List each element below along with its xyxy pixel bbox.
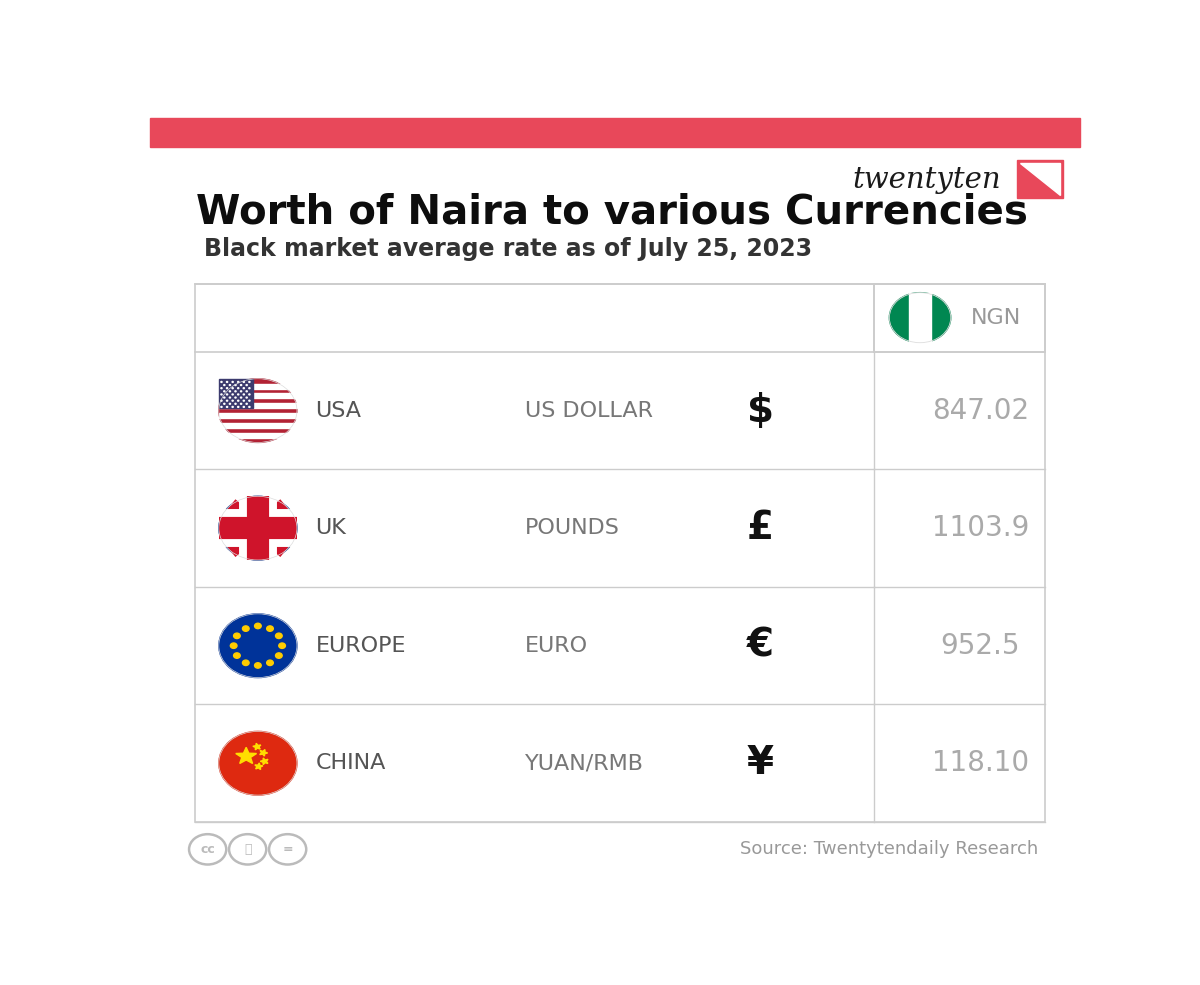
Circle shape xyxy=(218,496,296,560)
Circle shape xyxy=(242,660,250,666)
Polygon shape xyxy=(254,763,263,769)
Text: POUNDS: POUNDS xyxy=(524,518,619,538)
Circle shape xyxy=(230,643,236,648)
Circle shape xyxy=(218,378,296,442)
Text: EURO: EURO xyxy=(524,635,588,656)
Bar xyxy=(910,293,931,343)
Circle shape xyxy=(278,643,286,648)
Bar xyxy=(1016,160,1063,198)
Bar xyxy=(218,432,296,437)
Text: =: = xyxy=(282,843,293,856)
Text: Source: Twentytendaily Research: Source: Twentytendaily Research xyxy=(740,840,1038,858)
Bar xyxy=(218,423,296,427)
Text: NGN: NGN xyxy=(971,307,1021,328)
Text: EUROPE: EUROPE xyxy=(316,635,406,656)
Circle shape xyxy=(276,653,282,658)
Text: cc: cc xyxy=(200,843,215,856)
Bar xyxy=(874,284,1045,352)
Polygon shape xyxy=(260,758,268,764)
Text: Worth of Naira to various Currencies: Worth of Naira to various Currencies xyxy=(197,192,1028,232)
Text: CHINA: CHINA xyxy=(316,754,386,773)
Text: Black market average rate as of July 25, 2023: Black market average rate as of July 25,… xyxy=(204,236,812,261)
Polygon shape xyxy=(253,744,260,750)
Text: USA: USA xyxy=(316,401,361,421)
Bar xyxy=(218,379,253,408)
Polygon shape xyxy=(235,748,257,763)
Bar xyxy=(218,393,296,398)
Text: ⓘ: ⓘ xyxy=(244,843,252,856)
Text: 1103.9: 1103.9 xyxy=(932,514,1030,542)
Text: US DOLLAR: US DOLLAR xyxy=(524,401,653,421)
Circle shape xyxy=(889,293,950,343)
Polygon shape xyxy=(259,750,268,756)
Circle shape xyxy=(234,633,240,638)
Bar xyxy=(218,413,296,418)
Text: €: € xyxy=(746,626,774,665)
Bar xyxy=(150,118,1080,147)
Text: ¥: ¥ xyxy=(746,745,774,782)
Text: £: £ xyxy=(746,509,774,547)
Bar xyxy=(218,403,296,408)
Circle shape xyxy=(234,653,240,658)
Text: UK: UK xyxy=(316,518,347,538)
Text: twentyten: twentyten xyxy=(852,166,1001,194)
Text: 118.10: 118.10 xyxy=(932,750,1030,777)
Circle shape xyxy=(276,633,282,638)
Circle shape xyxy=(218,732,296,795)
Circle shape xyxy=(254,624,262,628)
Circle shape xyxy=(266,625,274,631)
Polygon shape xyxy=(1020,163,1060,195)
Text: $: $ xyxy=(746,392,774,429)
Bar xyxy=(194,284,1045,822)
Circle shape xyxy=(266,660,274,666)
Circle shape xyxy=(254,663,262,668)
Circle shape xyxy=(242,625,250,631)
Circle shape xyxy=(218,614,296,678)
Text: YUAN/RMB: YUAN/RMB xyxy=(524,754,643,773)
Bar xyxy=(218,383,296,388)
Text: 847.02: 847.02 xyxy=(932,397,1030,425)
Text: 952.5: 952.5 xyxy=(941,631,1020,660)
